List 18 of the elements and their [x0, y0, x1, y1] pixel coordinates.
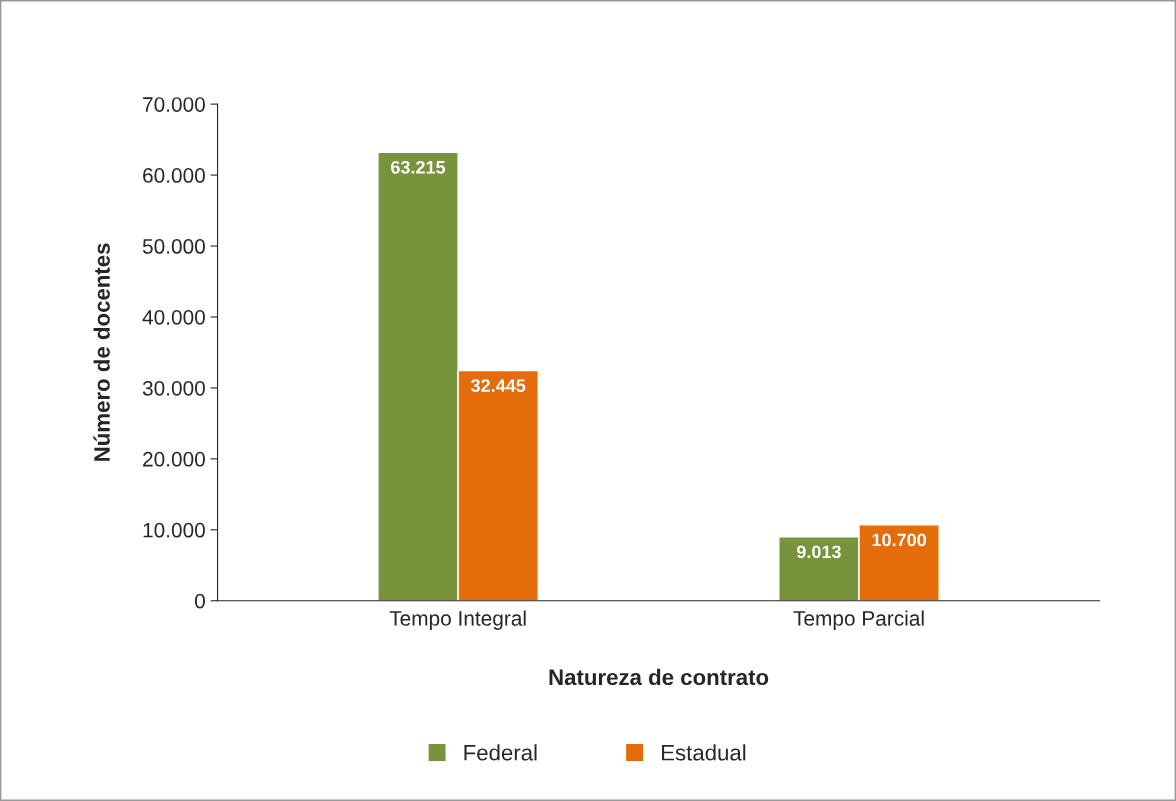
data-label: 63.215 — [391, 160, 446, 174]
y-axis-title: Número de docentes — [93, 243, 110, 461]
legend-label: Estadual — [662, 744, 746, 761]
y-tick-label: 10.000 — [143, 522, 205, 538]
y-tick-label: 30.000 — [142, 380, 205, 396]
y-tick-label: 20.000 — [143, 451, 205, 467]
y-tick-label: 0 — [194, 593, 205, 609]
x-tick-label: Tempo Parcial — [793, 610, 924, 630]
data-label: 9.013 — [796, 545, 841, 559]
y-tick-label: 60.000 — [143, 168, 205, 183]
y-tick-label: 40.000 — [142, 309, 205, 325]
legend-label: Federal — [464, 744, 537, 761]
data-label: 10.700 — [872, 533, 926, 547]
y-tick-label: 50.000 — [142, 239, 205, 254]
x-axis-title: Natureza de contrato — [549, 668, 769, 686]
x-tick-label: Tempo Integral — [389, 610, 526, 630]
data-label: 32.445 — [471, 379, 526, 393]
y-tick-label: 70.000 — [143, 97, 205, 112]
